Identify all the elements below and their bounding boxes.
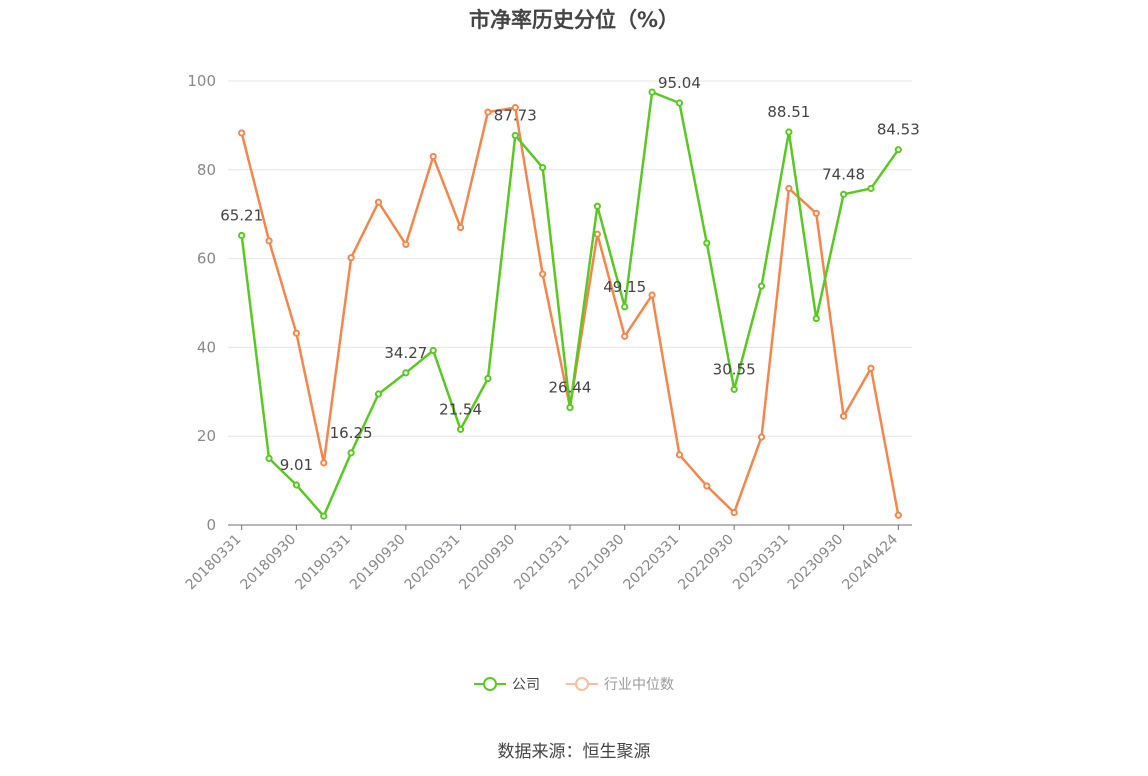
data-label-company: 21.54 xyxy=(439,400,482,418)
data-point-company xyxy=(648,88,656,96)
data-point-company xyxy=(265,454,273,462)
x-axis: 2018033120180930201903312019093020200331… xyxy=(183,524,912,594)
data-point-industry xyxy=(320,459,328,467)
legend-industry-label: 行业中位数 xyxy=(604,677,674,693)
data-point-company xyxy=(456,425,465,433)
x-tick-label: 20200331 xyxy=(402,532,464,594)
x-tick-label: 20210930 xyxy=(566,532,628,594)
data-point-industry xyxy=(812,209,820,217)
data-point-industry xyxy=(238,129,246,137)
data-point-company xyxy=(347,449,355,457)
x-tick-label: 20200930 xyxy=(456,532,518,594)
y-tick-label: 80 xyxy=(197,161,216,179)
data-point-industry xyxy=(347,254,355,262)
data-point-company xyxy=(484,374,492,383)
y-tick-label: 0 xyxy=(206,516,216,534)
data-point-industry xyxy=(648,291,656,299)
data-point-industry xyxy=(402,240,410,248)
x-tick-label: 20180930 xyxy=(238,532,300,594)
data-point-industry xyxy=(675,451,684,459)
x-tick-label: 20230930 xyxy=(785,532,847,594)
series-lines xyxy=(238,88,902,520)
data-point-industry xyxy=(539,270,547,278)
data-point-company xyxy=(429,346,437,355)
data-point-company xyxy=(320,512,328,520)
data-label-company: 95.04 xyxy=(658,74,701,92)
data-point-industry xyxy=(265,237,273,245)
data-label-company: 30.55 xyxy=(713,360,756,378)
data-point-company xyxy=(730,385,738,393)
data-label-company: 88.51 xyxy=(767,103,810,121)
data-label-company: 74.48 xyxy=(822,165,865,183)
data-label-company: 49.15 xyxy=(603,278,646,296)
data-point-company xyxy=(566,404,574,412)
data-point-industry xyxy=(292,329,300,337)
data-point-industry xyxy=(867,364,875,372)
data-point-industry xyxy=(840,412,848,420)
data-point-company xyxy=(812,314,820,323)
y-tick-label: 60 xyxy=(197,250,216,268)
legend-company-label: 公司 xyxy=(512,677,540,693)
y-tick-label: 20 xyxy=(197,427,216,445)
data-point-industry xyxy=(456,223,465,232)
legend-item-company[interactable]: 公司 xyxy=(474,674,540,694)
data-point-company xyxy=(374,390,383,398)
data-point-industry xyxy=(785,184,793,193)
data-point-company xyxy=(675,99,684,107)
grid-lines xyxy=(228,80,912,437)
x-tick-label: 20180331 xyxy=(183,532,245,594)
x-tick-label: 20220331 xyxy=(621,532,683,594)
data-point-industry xyxy=(703,482,711,490)
y-axis-ticks: 0 20 40 60 80 100 xyxy=(187,72,216,534)
y-tick-label: 100 xyxy=(187,72,216,90)
series-line-industry xyxy=(240,106,900,516)
data-source: 数据来源：恒生聚源 xyxy=(497,742,651,762)
data-point-company xyxy=(292,481,300,489)
x-tick-label: 20240424 xyxy=(839,531,901,593)
data-point-company xyxy=(703,239,711,247)
data-point-industry xyxy=(374,198,383,206)
data-point-company xyxy=(785,128,793,136)
legend-company-symbol-icon xyxy=(474,674,506,694)
data-label-company: 65.21 xyxy=(220,206,263,224)
data-label-company: 87.73 xyxy=(494,106,537,124)
x-tick-label: 20190331 xyxy=(292,532,354,594)
x-tick-label: 20220930 xyxy=(675,532,737,594)
data-label-company: 26.44 xyxy=(549,379,592,397)
data-point-industry xyxy=(593,230,601,238)
y-tick-label: 40 xyxy=(197,338,216,356)
data-label-company: 84.53 xyxy=(877,121,920,139)
legend-industry-symbol-icon xyxy=(566,674,598,694)
data-point-company xyxy=(238,231,246,240)
data-label-company: 34.27 xyxy=(384,344,427,362)
data-point-company xyxy=(867,184,875,193)
data-point-company xyxy=(894,146,902,154)
legend-item-industry[interactable]: 行业中位数 xyxy=(566,674,674,694)
series-line-company xyxy=(240,90,900,518)
data-point-company xyxy=(402,369,410,377)
x-tick-label: 20230331 xyxy=(730,532,792,594)
legend: 公司 行业中位数 xyxy=(0,674,1148,694)
data-point-company xyxy=(539,163,547,172)
data-point-company xyxy=(511,131,519,140)
data-point-industry xyxy=(894,511,902,519)
chart-title: 市净率历史分位（%） xyxy=(468,8,680,32)
data-point-company xyxy=(593,202,601,210)
data-point-industry xyxy=(511,104,519,112)
data-point-industry xyxy=(621,332,629,340)
data-point-company xyxy=(840,190,848,198)
data-point-industry xyxy=(429,152,437,161)
data-label-company: 9.01 xyxy=(280,456,313,474)
x-tick-label: 20190930 xyxy=(347,532,409,594)
x-tick-label: 20210331 xyxy=(511,532,573,594)
data-labels: 65.21 9.01 16.25 34.27 21.54 87.73 26.44 49.15 9… xyxy=(220,74,920,474)
data-point-industry xyxy=(730,508,738,517)
data-point-company xyxy=(757,282,766,290)
data-label-company: 16.25 xyxy=(330,424,373,442)
data-point-industry xyxy=(484,108,492,116)
data-point-company xyxy=(621,303,629,311)
data-point-industry xyxy=(757,433,766,441)
